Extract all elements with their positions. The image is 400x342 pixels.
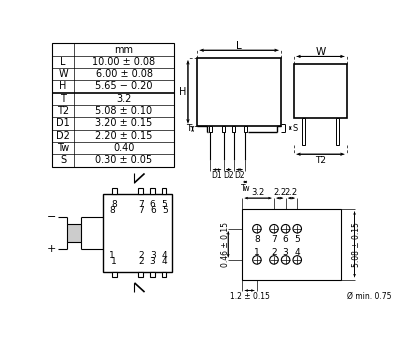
- Bar: [294, 64, 347, 118]
- Text: 7: 7: [138, 200, 144, 209]
- Text: 8: 8: [112, 200, 117, 209]
- Text: S: S: [292, 123, 298, 133]
- Text: D2: D2: [234, 171, 245, 180]
- Text: T: T: [186, 124, 192, 133]
- Text: D1: D1: [212, 171, 222, 180]
- Bar: [52, 43, 174, 167]
- Bar: [222, 126, 225, 132]
- Text: 6: 6: [283, 235, 288, 244]
- Text: 2.2: 2.2: [285, 188, 298, 197]
- Text: H: H: [179, 87, 186, 97]
- Bar: [150, 188, 155, 194]
- Text: 0.40: 0.40: [113, 143, 135, 153]
- Text: 4: 4: [162, 251, 168, 260]
- Bar: [232, 126, 235, 132]
- Text: 5: 5: [162, 206, 168, 215]
- Text: 8: 8: [109, 206, 115, 215]
- Text: 2: 2: [138, 257, 144, 266]
- Bar: [244, 126, 247, 132]
- Text: −: −: [47, 212, 56, 222]
- Text: L: L: [60, 57, 66, 67]
- Text: T2: T2: [57, 106, 69, 116]
- Bar: [112, 188, 117, 194]
- Text: 5.08 ± 0.15: 5.08 ± 0.15: [352, 222, 362, 267]
- Text: 0.30 ± 0.05: 0.30 ± 0.05: [96, 155, 152, 166]
- Bar: [138, 188, 143, 194]
- Text: 4: 4: [294, 248, 300, 256]
- Text: 3.20 ± 0.15: 3.20 ± 0.15: [95, 118, 153, 129]
- Text: H: H: [60, 81, 67, 91]
- Bar: [150, 272, 155, 277]
- Text: 10.00 ± 0.08: 10.00 ± 0.08: [92, 57, 156, 67]
- Text: Tw: Tw: [240, 184, 250, 193]
- Text: 5.08 ± 0.10: 5.08 ± 0.10: [96, 106, 152, 116]
- Bar: [112, 272, 117, 277]
- Text: 1: 1: [112, 257, 117, 266]
- Bar: [162, 188, 166, 194]
- Text: 1: 1: [109, 251, 115, 260]
- Text: W: W: [315, 47, 326, 57]
- Text: Ø min. 0.75: Ø min. 0.75: [347, 292, 391, 301]
- Text: D2: D2: [223, 171, 234, 180]
- Text: 1.2 ± 0.15: 1.2 ± 0.15: [230, 292, 270, 301]
- Text: D2: D2: [56, 131, 70, 141]
- Text: L: L: [236, 41, 242, 51]
- Text: W: W: [58, 69, 68, 79]
- Text: +: +: [47, 244, 56, 254]
- Text: S: S: [60, 155, 66, 166]
- Text: 3: 3: [150, 251, 156, 260]
- Text: 6: 6: [150, 200, 155, 209]
- Bar: [302, 118, 304, 145]
- Bar: [197, 58, 281, 126]
- Text: Tw: Tw: [57, 143, 69, 153]
- Text: 6.00 ± 0.08: 6.00 ± 0.08: [96, 69, 152, 79]
- Bar: [103, 194, 172, 272]
- Text: 5: 5: [294, 235, 300, 244]
- Bar: [67, 224, 81, 242]
- Text: mm: mm: [114, 44, 134, 54]
- Text: 8: 8: [254, 235, 260, 244]
- Text: D1: D1: [56, 118, 70, 129]
- Text: 2: 2: [271, 248, 277, 256]
- Text: 2: 2: [139, 251, 144, 260]
- Bar: [138, 272, 143, 277]
- Text: 6: 6: [150, 206, 156, 215]
- Bar: [336, 118, 339, 145]
- Bar: [209, 126, 212, 132]
- Text: 3: 3: [150, 257, 155, 266]
- Text: 2.20 ± 0.15: 2.20 ± 0.15: [95, 131, 153, 141]
- Text: 3: 3: [283, 248, 288, 256]
- Text: 7: 7: [138, 206, 144, 215]
- Text: 3.2: 3.2: [252, 188, 265, 197]
- Text: 5: 5: [161, 200, 167, 209]
- Bar: [242, 209, 341, 280]
- Text: 7: 7: [271, 235, 277, 244]
- Text: 3.2: 3.2: [116, 94, 132, 104]
- Text: 5.65 − 0.20: 5.65 − 0.20: [95, 81, 153, 91]
- Bar: [162, 272, 166, 277]
- Text: T2: T2: [315, 156, 326, 165]
- Text: 2.2: 2.2: [273, 188, 286, 197]
- Text: T: T: [60, 94, 66, 104]
- Text: 4: 4: [161, 257, 167, 266]
- Text: 0.46 ± 0.15: 0.46 ± 0.15: [222, 222, 230, 267]
- Text: 1: 1: [254, 248, 260, 256]
